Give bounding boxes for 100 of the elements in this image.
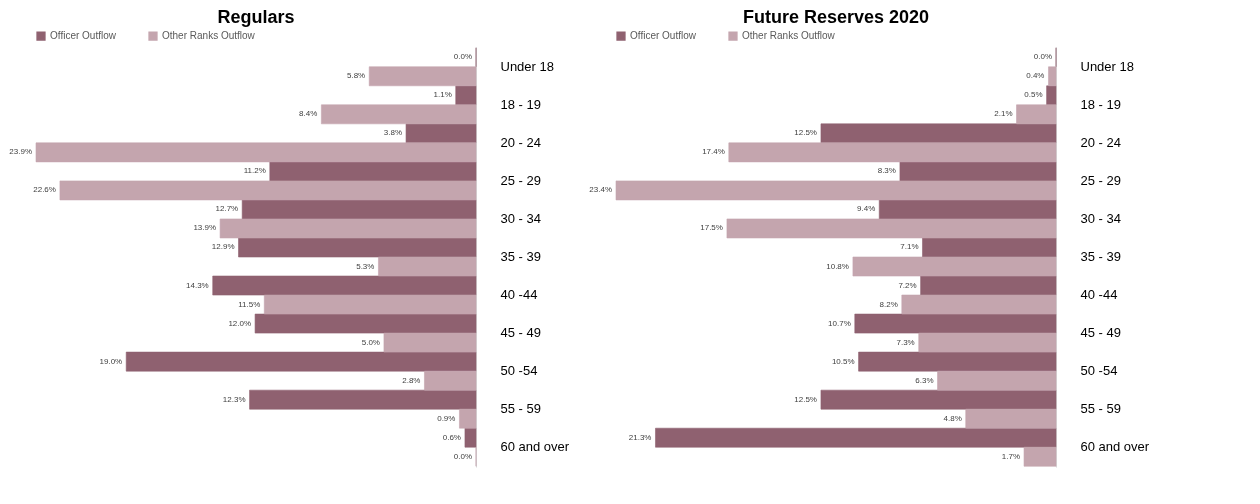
bar	[820, 123, 1057, 144]
data-label: 12.7%	[215, 204, 239, 214]
data-label: 0.6%	[442, 432, 461, 442]
data-label: 19.0%	[99, 356, 123, 366]
bar	[455, 85, 477, 106]
y-tick-label: 40 -44	[500, 287, 538, 303]
bar	[405, 123, 477, 144]
chart-title: Future Reserves 2020	[742, 7, 930, 27]
bar	[965, 408, 1057, 429]
data-label: 7.2%	[898, 280, 917, 290]
y-tick-label: 55 - 59	[1080, 401, 1121, 417]
bar	[378, 256, 477, 277]
y-tick-label: 45 - 49	[500, 325, 541, 341]
legend-label: Officer Outflow	[50, 30, 117, 42]
data-label: 14.3%	[186, 280, 209, 290]
bar	[852, 256, 1057, 277]
data-label: 8.3%	[877, 166, 896, 176]
y-tick-label: 35 - 39	[500, 249, 541, 264]
y-tick-label: 18 - 19	[1080, 96, 1121, 112]
y-tick-label: 45 - 49	[1080, 325, 1121, 341]
bar	[854, 313, 1057, 334]
y-tick-label: Under 18	[1080, 58, 1134, 74]
data-label: 2.8%	[402, 375, 421, 385]
bar	[464, 427, 477, 448]
data-label: 10.5%	[831, 356, 855, 366]
y-tick-label: 40 -44	[1080, 287, 1118, 303]
data-label: 7.1%	[900, 242, 919, 252]
bar	[918, 332, 1057, 353]
data-label: 12.3%	[222, 394, 246, 404]
data-label: 7.3%	[896, 337, 915, 347]
bar	[212, 275, 477, 296]
y-tick-label: Under 18	[500, 58, 554, 74]
data-label: 0.0%	[453, 451, 472, 461]
bar	[858, 351, 1057, 372]
bar	[125, 351, 477, 372]
y-tick-label: 60 and over	[500, 439, 570, 455]
data-label: 8.4%	[299, 109, 318, 119]
y-tick-label: 20 - 24	[500, 134, 541, 150]
data-label: 12.9%	[211, 242, 235, 252]
data-label: 23.9%	[9, 147, 32, 157]
data-label: 2.1%	[994, 109, 1013, 119]
legend-label: Other Ranks Outflow	[742, 30, 836, 42]
bar	[1048, 66, 1057, 87]
bar	[263, 294, 477, 315]
data-label: 0.0%	[1033, 52, 1052, 62]
data-label: 0.5%	[1024, 90, 1043, 100]
bar	[35, 142, 477, 163]
bar	[615, 180, 1057, 201]
bar	[728, 142, 1057, 163]
y-tick-label: 30 - 34	[1080, 210, 1121, 226]
bar	[219, 218, 477, 239]
bar	[238, 237, 477, 258]
bar	[459, 408, 477, 429]
data-label: 8.2%	[879, 299, 898, 309]
bar	[368, 66, 477, 87]
bar	[726, 218, 1057, 239]
bar	[1023, 446, 1057, 467]
bar	[937, 370, 1057, 391]
data-label: 13.9%	[193, 223, 217, 233]
y-tick-label: 35 - 39	[1080, 249, 1121, 264]
data-label: 6.3%	[915, 375, 934, 385]
legend-label: Officer Outflow	[630, 30, 697, 42]
data-label: 0.4%	[1026, 71, 1045, 81]
data-label: 23.4%	[589, 185, 612, 195]
y-tick-label: 18 - 19	[500, 96, 541, 112]
bar	[820, 389, 1057, 410]
bar	[59, 180, 477, 201]
data-label: 4.8%	[943, 413, 962, 423]
y-tick-label: 30 - 34	[500, 210, 541, 226]
data-label: 21.3%	[628, 432, 652, 442]
y-tick-label: 60 and over	[1080, 439, 1150, 455]
data-label: 5.0%	[361, 337, 380, 347]
data-label: 0.9%	[437, 413, 456, 423]
y-tick-label: 55 - 59	[500, 401, 541, 417]
data-label: 17.5%	[700, 223, 723, 233]
data-label: 11.2%	[243, 166, 266, 176]
data-label: 11.5%	[238, 299, 261, 309]
data-label: 12.0%	[228, 318, 252, 328]
data-label: 1.1%	[433, 90, 452, 100]
y-tick-label: 20 - 24	[1080, 134, 1121, 150]
y-tick-label: 25 - 29	[1080, 172, 1121, 188]
data-label: 1.7%	[1001, 451, 1021, 461]
bar	[901, 294, 1057, 315]
bar	[249, 389, 477, 410]
data-label: 17.4%	[702, 147, 725, 157]
data-label: 12.5%	[794, 394, 817, 404]
data-label: 5.3%	[356, 261, 375, 271]
bar	[383, 332, 477, 353]
y-tick-label: 50 -54	[500, 363, 538, 379]
data-label: 10.8%	[826, 261, 849, 271]
data-label: 5.8%	[346, 71, 366, 81]
bar	[1016, 104, 1057, 125]
chart-title: Regulars	[217, 7, 295, 27]
data-label: 22.6%	[33, 185, 56, 195]
y-tick-label: 50 -54	[1080, 363, 1118, 379]
bar	[321, 104, 477, 125]
bar	[254, 313, 477, 334]
data-label: 9.4%	[857, 204, 876, 214]
data-label: 3.8%	[383, 128, 403, 138]
legend-label: Other Ranks Outflow	[162, 30, 256, 42]
